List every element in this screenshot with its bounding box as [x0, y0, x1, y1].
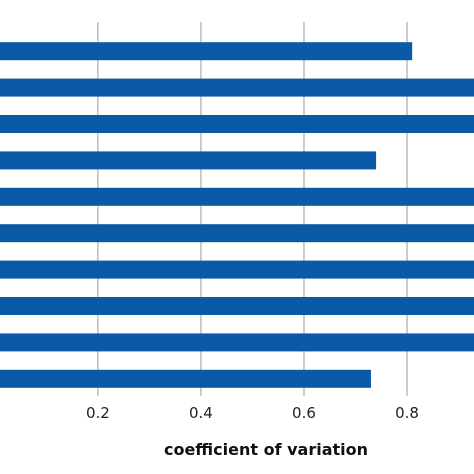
- bar-7: [0, 260, 474, 279]
- x-tick-label: 0.4: [189, 404, 213, 422]
- x-axis-ticks: 0.2 0.4 0.6 0.8: [86, 404, 419, 422]
- bars: [0, 42, 474, 388]
- x-tick-label: 0.6: [292, 404, 316, 422]
- bar-5: [0, 187, 474, 206]
- bar-1: [0, 42, 413, 61]
- x-axis-title: coefficient of variation: [164, 440, 368, 459]
- x-tick-label: 0.2: [86, 404, 110, 422]
- x-tick-label: 0.8: [395, 404, 419, 422]
- bar-3: [0, 115, 474, 133]
- bar-8: [0, 297, 474, 315]
- bar-2: [0, 78, 474, 97]
- bar-4: [0, 151, 377, 170]
- bar-9: [0, 333, 474, 352]
- bar-6: [0, 224, 474, 243]
- bar-10: [0, 369, 371, 388]
